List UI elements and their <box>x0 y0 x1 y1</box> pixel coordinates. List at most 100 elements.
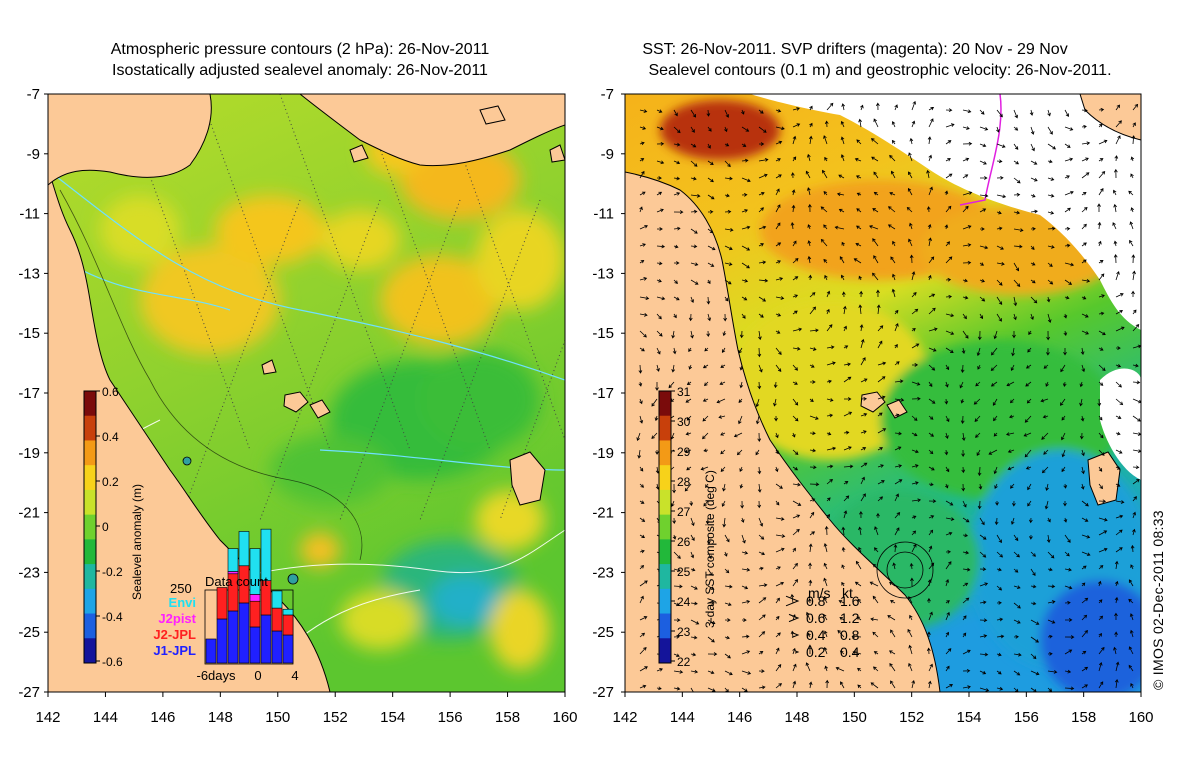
velocity-arrow <box>1128 579 1134 587</box>
velocity-arrow <box>673 313 677 319</box>
velocity-arrow <box>1115 500 1125 504</box>
velocity-arrow <box>724 193 730 198</box>
axes: -7 -7 -9 -9 -11 -11 -13 -13 -15 -15 -17 -17 -19 -19 -2… <box>18 86 1153 726</box>
velocity-arrow <box>707 228 714 234</box>
velocity-arrow <box>792 528 800 536</box>
velocity-arrow <box>1115 431 1121 436</box>
velocity-arrow <box>775 277 784 281</box>
velocity-arrow <box>945 364 950 371</box>
velocity-arrow <box>723 313 728 322</box>
velocity-arrow <box>809 431 816 436</box>
velocity-arrow <box>1098 681 1104 689</box>
colorbar-segment <box>84 465 96 491</box>
velocity-arrow <box>1098 240 1102 247</box>
velocity-arrow <box>1013 585 1021 589</box>
velocity-arrow <box>889 600 896 604</box>
inset-x-label: 4 <box>291 668 298 683</box>
velocity-arrow <box>1098 646 1105 655</box>
velocity-arrow <box>824 525 829 536</box>
velocity-arrow <box>996 634 1005 639</box>
velocity-arrow <box>790 172 795 179</box>
velocity-arrow <box>838 208 845 213</box>
velocity-arrow <box>1098 615 1104 621</box>
velocity-arrow <box>1081 191 1087 196</box>
velocity-arrow <box>740 500 745 509</box>
velocity-arrow <box>928 293 936 298</box>
velocity-arrow <box>843 376 852 383</box>
velocity-arrow <box>1047 211 1055 215</box>
velocity-arrow <box>758 551 766 556</box>
velocity-arrow <box>990 381 998 387</box>
velocity-arrow <box>928 449 934 455</box>
velocity-arrow <box>775 242 782 247</box>
velocity-arrow <box>792 135 797 145</box>
colorbar-tick-label: 26 <box>677 535 691 549</box>
velocity-arrow <box>1010 517 1015 525</box>
velocity-arrow <box>889 662 896 672</box>
velocity-arrow <box>1028 330 1032 336</box>
velocity-arrow <box>707 551 712 560</box>
velocity-arrow <box>911 530 917 536</box>
velocity-arrow <box>1013 109 1019 119</box>
velocity-arrow <box>688 347 692 353</box>
velocity-arrow <box>672 517 677 525</box>
velocity-arrow <box>1064 686 1075 691</box>
velocity-arrow <box>686 415 692 421</box>
velocity-arrow <box>758 685 766 690</box>
velocity-arrow <box>656 208 664 213</box>
velocity-arrow <box>1030 670 1040 676</box>
velocity-arrow <box>945 665 950 672</box>
velocity-arrow <box>944 190 949 196</box>
velocity-arrow <box>707 262 715 267</box>
velocity-arrow <box>1045 483 1049 491</box>
velocity-arrow <box>724 584 733 589</box>
velocity-arrow <box>823 135 828 145</box>
velocity-arrow <box>975 432 981 438</box>
velocity-arrow <box>911 498 922 503</box>
velocity-arrow <box>724 568 730 574</box>
inset-bar-j1 <box>216 618 228 664</box>
left-lon-label: 142 <box>35 709 60 726</box>
velocity-arrow <box>1081 124 1087 129</box>
velocity-arrow <box>1098 107 1105 112</box>
velocity-arrow <box>639 312 648 317</box>
velocity-arrow <box>1130 544 1135 553</box>
velocity-arrow <box>1132 415 1141 422</box>
right-title-line2: Sealevel contours (0.1 m) and geostrophi… <box>648 62 1112 79</box>
velocity-arrow <box>690 601 698 606</box>
velocity-arrow <box>700 466 709 471</box>
velocity-arrow <box>1030 177 1038 182</box>
colorbar-segment <box>84 539 96 565</box>
velocity-arrow <box>890 256 896 264</box>
velocity-arrow <box>720 449 726 455</box>
velocity-arrow <box>1081 172 1090 179</box>
velocity-arrow <box>907 628 913 638</box>
velocity-arrow <box>927 597 931 604</box>
right-lat-label: -13 <box>592 265 614 282</box>
velocity-arrow <box>758 109 764 114</box>
velocity-arrow <box>979 296 986 302</box>
velocity-arrow <box>911 432 918 437</box>
velocity-arrow <box>809 105 813 111</box>
velocity-arrow <box>1012 331 1016 339</box>
velocity-arrow <box>757 432 762 442</box>
velocity-arrow <box>872 238 879 247</box>
velocity-arrow <box>741 158 749 163</box>
velocity-arrow <box>1098 547 1108 553</box>
velocity-arrow <box>1025 381 1032 387</box>
velocity-arrow <box>1081 108 1088 113</box>
velocity-arrow <box>1098 273 1105 281</box>
velocity-arrow <box>1041 466 1049 474</box>
velocity-arrow <box>792 398 799 406</box>
velocity-arrow <box>996 261 1005 266</box>
velocity-arrow <box>1129 239 1134 247</box>
velocity-arrow <box>1081 582 1086 587</box>
velocity-arrow <box>639 109 648 113</box>
velocity-arrow <box>758 651 764 655</box>
velocity-arrow <box>1128 646 1134 655</box>
velocity-arrow <box>836 192 845 197</box>
velocity-arrow <box>979 582 989 587</box>
colorbar-segment <box>659 588 671 615</box>
velocity-arrow <box>843 464 854 469</box>
velocity-arrow <box>1097 221 1102 230</box>
